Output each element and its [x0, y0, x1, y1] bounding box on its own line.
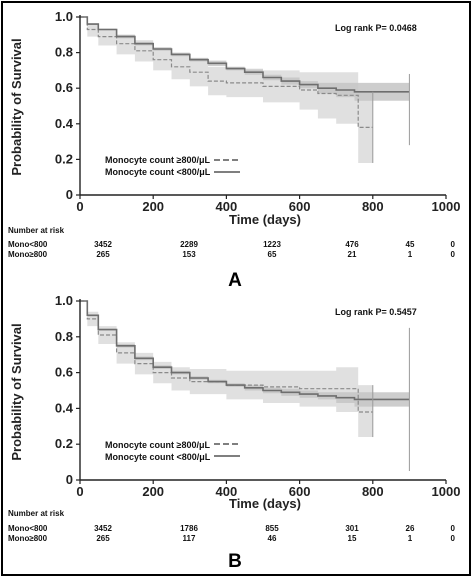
panel-b-x-tick-label: 200	[142, 484, 164, 499]
panel-a-x-tick-label: 200	[142, 199, 164, 214]
panel-b-ci-band-high	[80, 301, 373, 437]
panel-a-x-tick-label: 400	[216, 199, 238, 214]
panel-a-y-tick-label: 0.2	[55, 151, 73, 166]
panel-a-risk-header: Number at risk	[8, 226, 65, 235]
panel-b-letter: B	[228, 551, 242, 572]
panel-a-risk-label-high: Mono≥800	[8, 250, 48, 259]
panel-b-legend-solid-label: Monocyte count <800/μL	[105, 452, 211, 462]
panel-a-risk-value: 0	[451, 250, 456, 259]
panel-a-y-tick-label: 0.6	[55, 80, 73, 95]
panel-a-legend-dashed-label: Monocyte count ≥800/μL	[105, 155, 210, 165]
panel-a-x-tick-label: 600	[289, 199, 311, 214]
panel-a-x-tick-label: 800	[362, 199, 384, 214]
panel-b-risk-value: 855	[265, 524, 279, 533]
panel-b-risk-value: 301	[345, 524, 359, 533]
panel-a-y-tick-label: 0	[66, 187, 73, 202]
panel-a-letter: A	[228, 270, 242, 291]
panel-b-logrank: Log rank P= 0.5457	[335, 307, 417, 317]
panel-b-y-tick-label: 0.8	[55, 329, 73, 344]
panel-b-risk-value: 15	[348, 534, 357, 543]
panel-a-risk-label-low: Mono<800	[8, 240, 48, 249]
panel-a-risk-value: 3452	[94, 240, 112, 249]
panel-a-risk-value: 1	[408, 250, 413, 259]
panel-b-y-tick-label: 1.0	[55, 293, 73, 308]
panel-b-risk-value: 0	[451, 534, 456, 543]
panel-a-risk-value: 1223	[263, 240, 281, 249]
panel-b-y-tick-label: 0.2	[55, 436, 73, 451]
panel-a-y-tick-label: 1.0	[55, 9, 73, 24]
panel-a-survival-line-low	[80, 16, 410, 93]
panel-a-legend-solid-label: Monocyte count <800/μL	[105, 167, 211, 177]
panel-b-risk-value: 1786	[180, 524, 198, 533]
panel-a-ylabel: Probability of Survival	[9, 38, 24, 175]
panel-b-x-tick-label: 600	[289, 484, 311, 499]
panel-a-risk-value: 153	[182, 250, 196, 259]
panel-b-risk-value: 0	[451, 524, 456, 533]
panel-b-x-tick-label: 400	[216, 484, 238, 499]
panel-b-risk-value: 26	[406, 524, 415, 533]
panel-b-risk-header: Number at risk	[8, 509, 65, 518]
panel-a-risk-value: 476	[345, 240, 359, 249]
panel-b: Probability of Survival Time (days) Log …	[8, 293, 460, 572]
panel-b-risk-value: 265	[96, 534, 110, 543]
panel-b-survival-line-low	[80, 300, 410, 401]
survival-figure: Probability of Survival Time (days) Log …	[8, 9, 460, 572]
panel-b-x-tick-label: 1000	[432, 484, 461, 499]
panel-b-risk-label-low: Mono<800	[8, 524, 48, 533]
panel-a-risk-value: 2289	[180, 240, 198, 249]
panel-b-risk-value: 46	[268, 534, 277, 543]
panel-a: Probability of Survival Time (days) Log …	[8, 9, 460, 291]
panel-b-y-tick-label: 0.6	[55, 365, 73, 380]
panel-b-survival-line-high	[80, 300, 373, 413]
panel-a-risk-value: 265	[96, 250, 110, 259]
panel-a-risk-value: 21	[348, 250, 357, 259]
panel-b-risk-label-high: Mono≥800	[8, 534, 48, 543]
panel-b-y-tick-label: 0.4	[55, 400, 74, 415]
panel-a-y-tick-label: 0.4	[55, 116, 74, 131]
panel-b-ylabel: Probability of Survival	[9, 323, 24, 460]
panel-a-xlabel: Time (days)	[229, 212, 301, 227]
panel-b-risk-value: 3452	[94, 524, 112, 533]
panel-b-risk-value: 117	[183, 534, 196, 543]
panel-a-risk-value: 0	[451, 240, 456, 249]
panel-b-risk-value: 1	[408, 534, 413, 543]
panel-a-x-tick-label: 0	[76, 199, 83, 214]
panel-a-logrank: Log rank P= 0.0468	[335, 23, 417, 33]
panel-b-x-tick-label: 800	[362, 484, 384, 499]
panel-a-risk-value: 65	[268, 250, 277, 259]
panel-b-legend-dashed-label: Monocyte count ≥800/μL	[105, 440, 210, 450]
panel-b-x-tick-label: 0	[76, 484, 83, 499]
panel-a-y-tick-label: 0.8	[55, 45, 73, 60]
panel-a-risk-value: 45	[406, 240, 415, 249]
panel-a-survival-line-high	[80, 16, 373, 128]
panel-a-x-tick-label: 1000	[432, 199, 461, 214]
panel-b-y-tick-label: 0	[66, 472, 73, 487]
panel-b-xlabel: Time (days)	[229, 496, 301, 511]
